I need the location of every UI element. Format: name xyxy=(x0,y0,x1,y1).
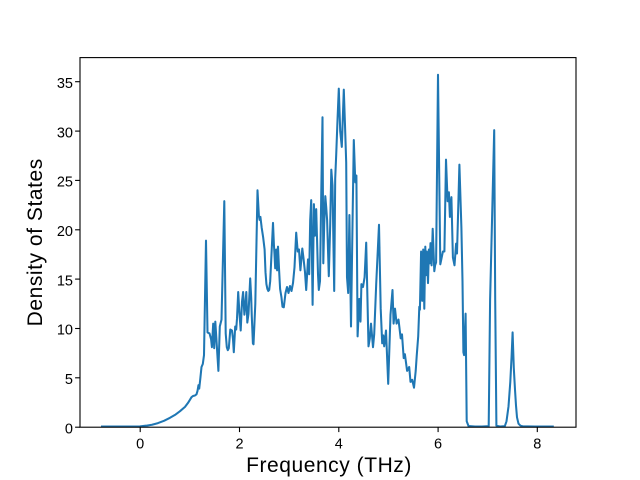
svg-text:35: 35 xyxy=(57,76,73,92)
svg-text:30: 30 xyxy=(57,125,73,141)
svg-text:25: 25 xyxy=(57,175,73,191)
svg-text:20: 20 xyxy=(57,224,73,240)
svg-text:10: 10 xyxy=(57,323,73,339)
svg-text:0: 0 xyxy=(65,421,73,437)
svg-text:15: 15 xyxy=(57,273,73,289)
svg-text:5: 5 xyxy=(65,372,73,388)
svg-text:6: 6 xyxy=(434,437,442,453)
svg-text:0: 0 xyxy=(136,437,144,453)
svg-text:4: 4 xyxy=(335,437,343,453)
svg-text:2: 2 xyxy=(235,437,243,453)
svg-text:Frequency (THz): Frequency (THz) xyxy=(246,454,412,477)
svg-text:Density of States: Density of States xyxy=(24,158,47,326)
svg-text:8: 8 xyxy=(533,437,541,453)
